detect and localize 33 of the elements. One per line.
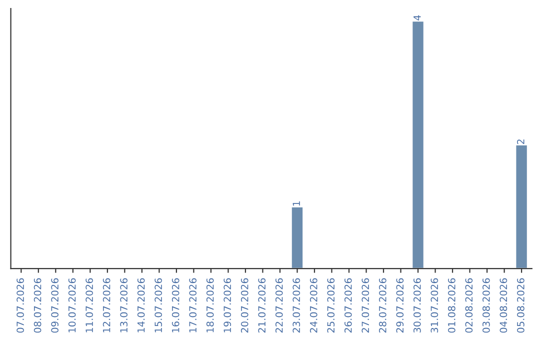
x-tick-label: 29.07.2026 bbox=[396, 278, 404, 333]
x-tick-label: 22.07.2026 bbox=[275, 278, 283, 333]
x-tick-label: 23.07.2026 bbox=[292, 278, 300, 333]
x-tick-label: 21.07.2026 bbox=[258, 278, 266, 333]
x-tick-label: 30.07.2026 bbox=[413, 278, 421, 333]
x-tick-label: 04.08.2026 bbox=[500, 278, 508, 333]
x-tick-label: 05.08.2026 bbox=[517, 278, 524, 333]
x-tick-label: 17.07.2026 bbox=[189, 278, 197, 332]
x-tick-label: 25.07.2026 bbox=[327, 278, 335, 333]
x-tick-label: 26.07.2026 bbox=[344, 278, 352, 333]
x-tick-label: 07.07.2026 bbox=[16, 278, 24, 333]
x-tick-label: 13.07.2026 bbox=[120, 278, 128, 332]
data-label: 2 bbox=[517, 140, 524, 144]
x-tick-label: 19.07.2026 bbox=[224, 278, 232, 332]
x-tick-label: 15.07.2026 bbox=[154, 278, 162, 332]
x-tick-label: 28.07.2026 bbox=[378, 278, 386, 333]
x-tick-label: 10.07.2026 bbox=[68, 278, 76, 332]
x-tick-label: 14.07.2026 bbox=[137, 278, 145, 332]
data-label: 4 bbox=[414, 15, 421, 20]
x-tick-label: 01.08.2026 bbox=[448, 278, 456, 333]
x-tick-label: 12.07.2026 bbox=[102, 278, 110, 332]
x-tick-label: 24.07.2026 bbox=[310, 278, 318, 333]
x-tick-label: 02.08.2026 bbox=[465, 278, 473, 333]
x-tick-label: 03.08.2026 bbox=[482, 278, 490, 333]
x-tick-label: 08.07.2026 bbox=[34, 278, 42, 333]
x-tick-label: 20.07.2026 bbox=[240, 278, 248, 333]
x-tick-label: 09.07.2026 bbox=[51, 278, 58, 333]
x-tick-label: 11.07.2026 bbox=[86, 278, 93, 332]
x-tick-label: 18.07.2026 bbox=[206, 278, 214, 332]
x-tick-label: 31.07.2026 bbox=[430, 278, 438, 333]
x-tick-label: 16.07.2026 bbox=[172, 278, 180, 332]
data-label: 1 bbox=[292, 201, 300, 206]
x-tick-label: 27.07.2026 bbox=[362, 278, 370, 333]
